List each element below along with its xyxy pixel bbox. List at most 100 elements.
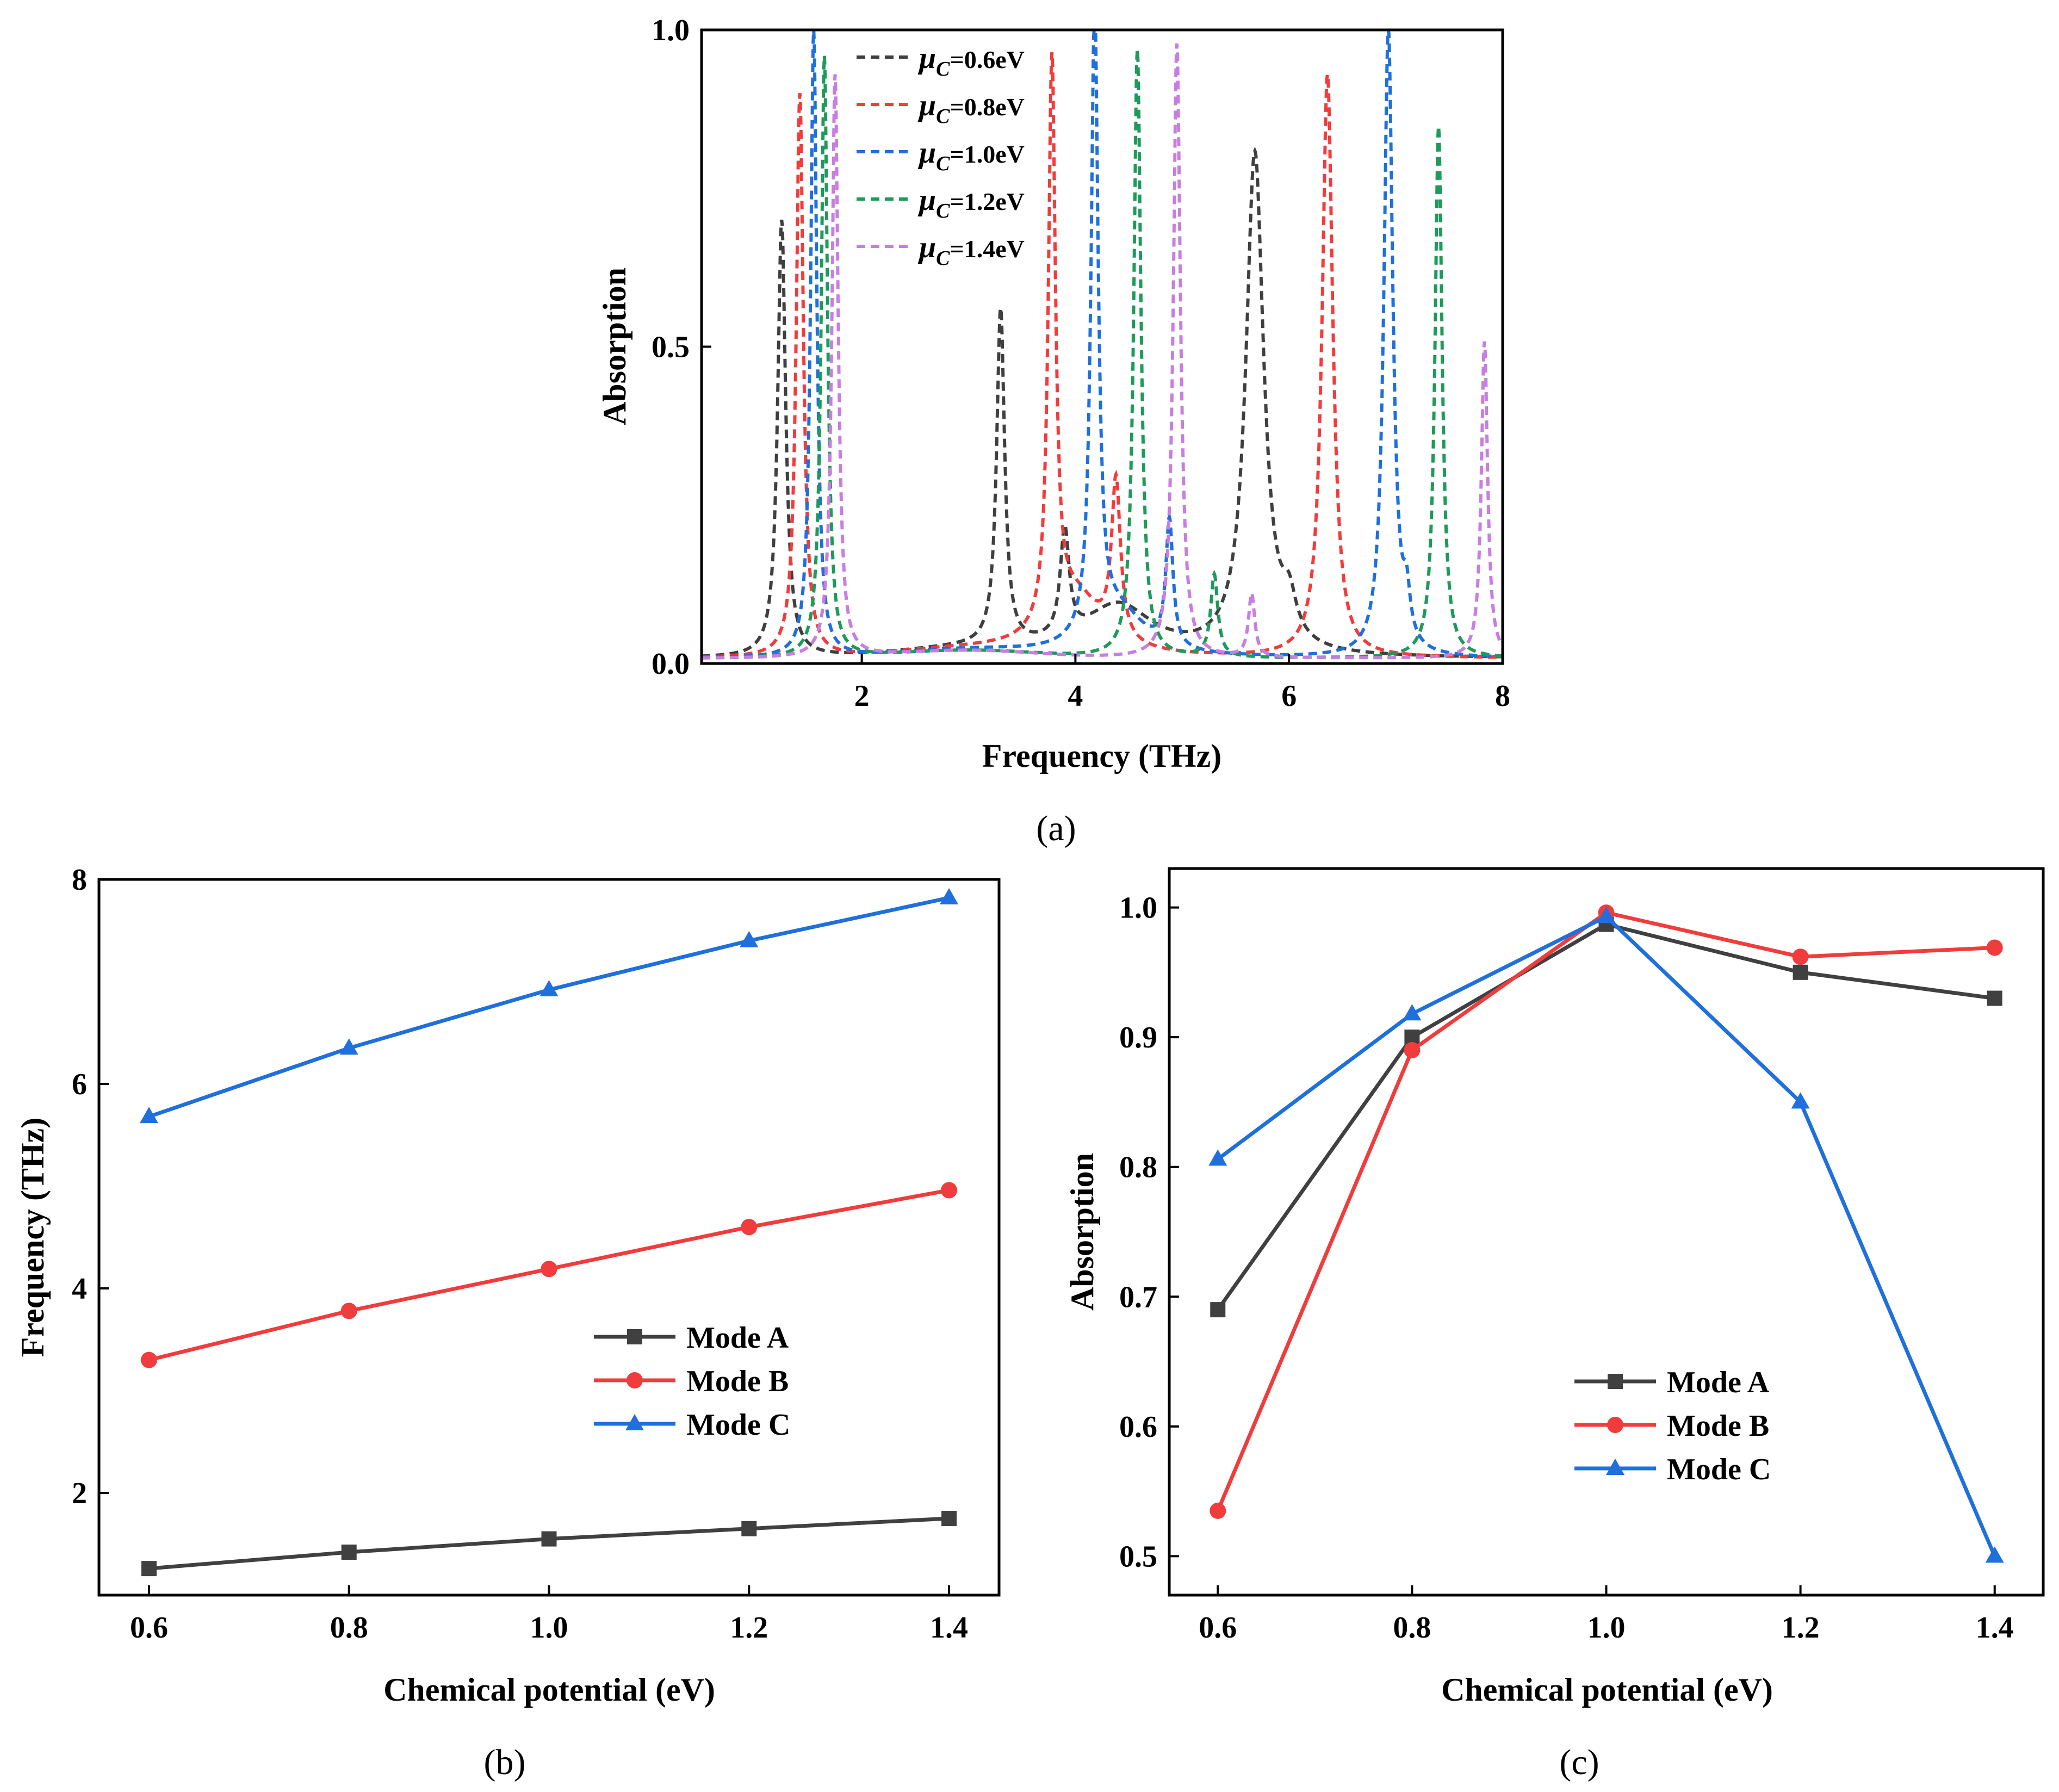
c-y-tick-label: 0.8 bbox=[1119, 1151, 1157, 1185]
c-x-axis-title: Chemical potential (eV) bbox=[1441, 1672, 1773, 1708]
b-data-point bbox=[541, 1531, 557, 1547]
b-legend-label-2: Mode B bbox=[686, 1365, 789, 1398]
a-legend-label-2: μC=0.8eV bbox=[917, 89, 1025, 128]
b-x-tick-label: 1.2 bbox=[730, 1611, 768, 1645]
a-legend-value: =1.4eV bbox=[950, 235, 1025, 263]
c-legend: Mode A Mode B Mode C bbox=[1574, 1366, 1771, 1486]
a-legend-mu: μ bbox=[917, 41, 936, 75]
a-legend-value: =0.8eV bbox=[950, 93, 1025, 121]
b-data-point bbox=[741, 1219, 758, 1236]
a-legend-value: =1.0eV bbox=[950, 140, 1025, 168]
a-legend-sub: C bbox=[936, 152, 950, 175]
b-data-point bbox=[339, 1038, 358, 1055]
c-y-tick-label: 0.9 bbox=[1119, 1021, 1157, 1055]
c-series-lines bbox=[1208, 904, 2004, 1563]
b-data-point bbox=[941, 1511, 957, 1526]
c-data-point bbox=[1986, 939, 2003, 956]
c-x-tick-label: 1.0 bbox=[1587, 1611, 1626, 1645]
c-data-point bbox=[1597, 907, 1616, 923]
b-series-line-3 bbox=[148, 896, 950, 1119]
c-data-point bbox=[1208, 1149, 1227, 1166]
c-data-point bbox=[1987, 990, 2002, 1006]
c-data-point bbox=[1793, 964, 1808, 980]
b-data-point bbox=[741, 1521, 757, 1536]
c-x-tick-label: 0.6 bbox=[1199, 1611, 1237, 1645]
c-plot-frame bbox=[1168, 867, 2045, 1597]
a-legend-mu: μ bbox=[917, 136, 936, 170]
b-legend-marker-1 bbox=[627, 1329, 642, 1344]
a-x-tick-label: 6 bbox=[1281, 679, 1297, 713]
b-y-tick-label: 4 bbox=[72, 1272, 87, 1306]
c-legend-marker-1 bbox=[1608, 1374, 1623, 1389]
b-data-point bbox=[341, 1545, 357, 1560]
a-legend-label-3: μC=1.0eV bbox=[917, 136, 1025, 175]
b-legend-marker-2 bbox=[627, 1372, 643, 1388]
b-y-tick-label: 2 bbox=[72, 1477, 87, 1510]
b-x-tick-label: 1.4 bbox=[930, 1611, 968, 1645]
a-x-tick-label: 2 bbox=[854, 679, 870, 713]
c-data-point bbox=[1791, 1092, 1810, 1109]
a-y-axis-title: Absorption bbox=[597, 268, 632, 425]
b-y-tick-label: 6 bbox=[72, 1068, 87, 1101]
c-series-line-1 bbox=[1216, 922, 1995, 1311]
a-curve-3 bbox=[702, 28, 1503, 659]
a-y-ticks: 0.0 0.5 1.0 bbox=[652, 14, 711, 681]
c-x-tick-label: 1.4 bbox=[1976, 1611, 2014, 1645]
c-data-point bbox=[1404, 1042, 1421, 1058]
c-y-axis-title: Absorption bbox=[1064, 1153, 1100, 1311]
b-data-point bbox=[340, 1303, 357, 1319]
c-y-tick-label: 0.5 bbox=[1119, 1540, 1157, 1573]
a-y-tick-label: 1.0 bbox=[652, 14, 690, 47]
c-legend-label-2: Mode B bbox=[1667, 1409, 1769, 1443]
b-data-point bbox=[940, 888, 959, 904]
c-caption: (c) bbox=[1559, 1743, 1599, 1782]
a-legend-sub: C bbox=[936, 247, 950, 270]
b-x-axis-title: Chemical potential (eV) bbox=[383, 1672, 715, 1708]
a-curve-2 bbox=[702, 52, 1503, 659]
b-series-lines bbox=[139, 888, 959, 1577]
c-data-point bbox=[1403, 1004, 1422, 1021]
b-y-ticks: 2 4 6 8 bbox=[72, 863, 109, 1510]
b-x-tick-label: 0.6 bbox=[130, 1611, 168, 1645]
b-y-tick-label: 8 bbox=[72, 863, 87, 897]
a-x-tick-label: 8 bbox=[1495, 679, 1510, 713]
a-legend-label-1: μC=0.6eV bbox=[917, 41, 1025, 80]
b-x-ticks: 0.6 0.8 1.0 1.2 1.4 bbox=[130, 1585, 968, 1645]
c-y-tick-label: 1.0 bbox=[1119, 891, 1157, 925]
c-y-tick-label: 0.7 bbox=[1119, 1280, 1157, 1314]
c-x-ticks: 0.6 0.8 1.0 1.2 1.4 bbox=[1199, 1585, 2014, 1645]
b-x-tick-label: 1.0 bbox=[530, 1611, 568, 1645]
a-x-tick-label: 4 bbox=[1068, 679, 1083, 713]
panel-c-absorption-vs-potential: 0.6 0.8 1.0 1.2 1.4 0.5 0.6 0.7 0.8 0.9 1.0 Mode … bbox=[1064, 867, 2045, 1782]
c-y-tick-label: 0.6 bbox=[1119, 1410, 1157, 1444]
c-data-point bbox=[1210, 1502, 1226, 1519]
b-legend-label-1: Mode A bbox=[686, 1321, 789, 1355]
b-data-point bbox=[140, 1351, 157, 1368]
c-data-point bbox=[1792, 948, 1809, 965]
a-legend-mu: μ bbox=[917, 89, 936, 122]
a-curve-5 bbox=[702, 43, 1504, 660]
c-legend-marker-3 bbox=[1606, 1459, 1624, 1475]
a-legend-value: =1.2eV bbox=[950, 188, 1025, 215]
c-series-line-2 bbox=[1216, 910, 1995, 1512]
a-caption: (a) bbox=[1036, 809, 1076, 848]
a-x-axis-title: Frequency (THz) bbox=[982, 738, 1221, 774]
b-legend-label-3: Mode C bbox=[686, 1408, 790, 1442]
a-legend-value: =0.6eV bbox=[950, 46, 1025, 73]
b-data-point bbox=[541, 1261, 557, 1278]
c-data-point bbox=[1210, 1302, 1226, 1318]
b-data-point bbox=[941, 1182, 958, 1199]
c-x-tick-label: 1.2 bbox=[1782, 1611, 1820, 1645]
a-legend-label-4: μC=1.2eV bbox=[917, 183, 1025, 222]
c-legend-marker-2 bbox=[1607, 1417, 1623, 1433]
a-curve-1 bbox=[701, 146, 1503, 659]
a-legend-mu: μ bbox=[917, 231, 936, 264]
b-data-point bbox=[740, 931, 759, 947]
b-data-point bbox=[139, 1107, 158, 1124]
b-caption: (b) bbox=[484, 1743, 526, 1782]
a-legend-sub: C bbox=[936, 105, 950, 128]
